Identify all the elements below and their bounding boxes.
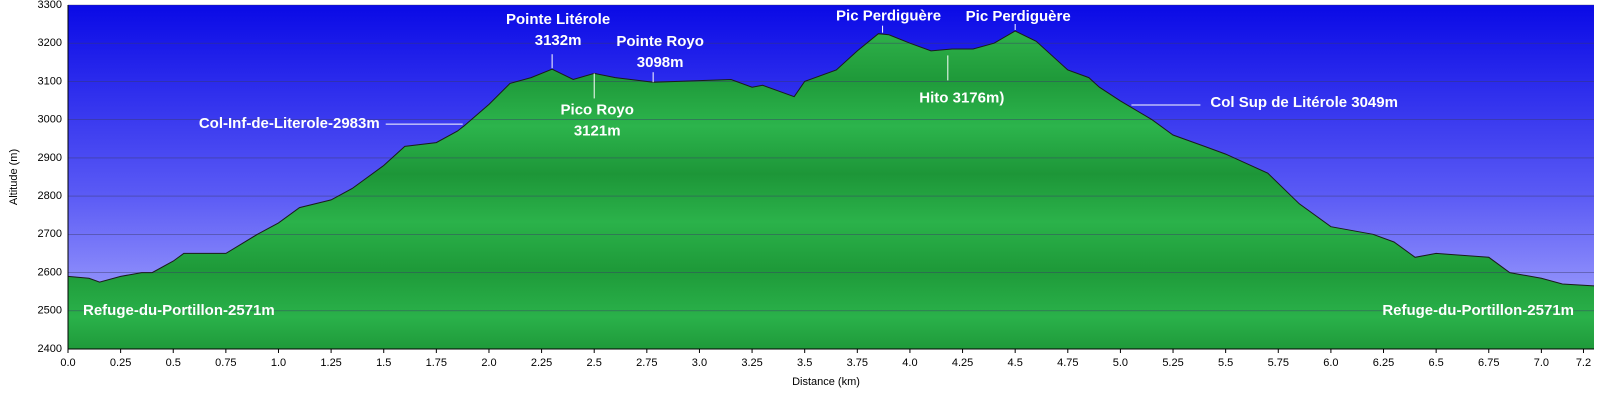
x-tick-label: 7.0	[1534, 357, 1549, 369]
profile-line	[67, 30, 1595, 287]
x-tick-label: 2.25	[531, 357, 552, 369]
x-tick-label: 5.5	[1218, 357, 1233, 369]
x-tick-label: 3.25	[741, 357, 762, 369]
x-tick-label: 3.0	[692, 357, 707, 369]
annotation-label: Pointe Litérole	[506, 11, 610, 28]
x-tick-label: 5.25	[1162, 357, 1183, 369]
x-tick-label: 0.25	[110, 357, 131, 369]
y-tick-label: 2800	[38, 190, 62, 202]
x-tick-label: 4.0	[902, 357, 917, 369]
x-tick-label: 1.25	[320, 357, 341, 369]
x-tick-label: 5.0	[1113, 357, 1128, 369]
x-tick-label: 2.75	[636, 357, 657, 369]
annotation-label: Hito 3176m)	[919, 89, 1004, 106]
x-tick-label: 1.75	[426, 357, 447, 369]
y-tick-label: 2900	[38, 152, 62, 164]
x-tick-label: 0.75	[215, 357, 236, 369]
x-tick-label: 4.25	[952, 357, 973, 369]
point-label: Refuge-du-Portillon-2571m	[1382, 302, 1574, 319]
x-tick-label: 2.0	[481, 357, 496, 369]
annotation-label: Col-Inf-de-Literole-2983m	[199, 115, 380, 132]
area	[68, 31, 1594, 349]
x-axis-title: Distance (km)	[792, 376, 860, 388]
y-tick-label: 2600	[38, 266, 62, 278]
annotation-label: 3098m	[637, 54, 684, 71]
annotation-label: Col Sup de Litérole 3049m	[1210, 94, 1398, 111]
annotation-label: Pic Perdiguère	[966, 8, 1071, 25]
x-tick-label: 7.2	[1576, 357, 1591, 369]
x-tick-label: 6.5	[1428, 357, 1443, 369]
x-tick-label: 0.5	[166, 357, 181, 369]
y-tick-label: 2500	[38, 305, 62, 317]
x-tick-label: 0.0	[60, 357, 75, 369]
y-tick-label: 3000	[38, 114, 62, 126]
x-tick-label: 6.75	[1478, 357, 1499, 369]
x-tick-label: 2.5	[587, 357, 602, 369]
y-axis-title: Altitude (m)	[8, 149, 20, 205]
x-tick-label: 6.0	[1323, 357, 1338, 369]
x-tick-label: 6.25	[1373, 357, 1394, 369]
x-tick-label: 3.5	[797, 357, 812, 369]
y-tick-label: 3300	[38, 0, 62, 11]
point-label: Refuge-du-Portillon-2571m	[83, 302, 275, 319]
annotation-label: 3132m	[535, 32, 582, 49]
x-tick-label: 1.0	[271, 357, 286, 369]
x-tick-label: 5.75	[1268, 357, 1289, 369]
y-tick-label: 2400	[38, 343, 62, 355]
annotation-label: Pico Royo	[561, 101, 634, 118]
x-tick-label: 1.5	[376, 357, 391, 369]
annotation-label: Pic Perdiguère	[836, 8, 941, 25]
x-tick-label: 4.75	[1057, 357, 1078, 369]
y-tick-label: 3200	[38, 37, 62, 49]
y-tick-label: 2700	[38, 228, 62, 240]
annotation-label: 3121m	[574, 122, 621, 139]
annotation-label: Pointe Royo	[616, 33, 704, 50]
y-tick-label: 3100	[38, 75, 62, 87]
x-tick-label: 3.75	[847, 357, 868, 369]
x-tick-label: 4.5	[1008, 357, 1023, 369]
